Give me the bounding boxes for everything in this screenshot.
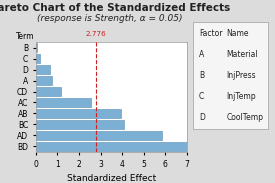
Text: Term: Term <box>16 32 34 41</box>
Text: A: A <box>199 50 204 59</box>
Bar <box>36 109 121 118</box>
Text: (response is Strength, α = 0.05): (response is Strength, α = 0.05) <box>37 14 183 23</box>
Text: 2.776: 2.776 <box>85 31 106 37</box>
Text: Material: Material <box>226 50 258 59</box>
Bar <box>36 120 124 128</box>
Bar <box>36 55 40 63</box>
Text: InjPress: InjPress <box>226 71 256 80</box>
Text: Factor: Factor <box>199 29 222 38</box>
Bar <box>36 131 162 139</box>
Text: CoolTemp: CoolTemp <box>226 113 263 122</box>
X-axis label: Standardized Effect: Standardized Effect <box>67 174 156 183</box>
Bar <box>36 98 91 107</box>
Bar <box>36 142 187 150</box>
Text: B: B <box>199 71 204 80</box>
Text: InjTemp: InjTemp <box>226 92 256 101</box>
Bar <box>36 66 50 74</box>
Text: D: D <box>199 113 205 122</box>
Bar <box>36 87 60 96</box>
Text: Name: Name <box>226 29 249 38</box>
Text: C: C <box>199 92 204 101</box>
Text: Pareto Chart of the Standardized Effects: Pareto Chart of the Standardized Effects <box>0 3 230 13</box>
Bar <box>36 76 52 85</box>
Bar <box>36 43 37 52</box>
